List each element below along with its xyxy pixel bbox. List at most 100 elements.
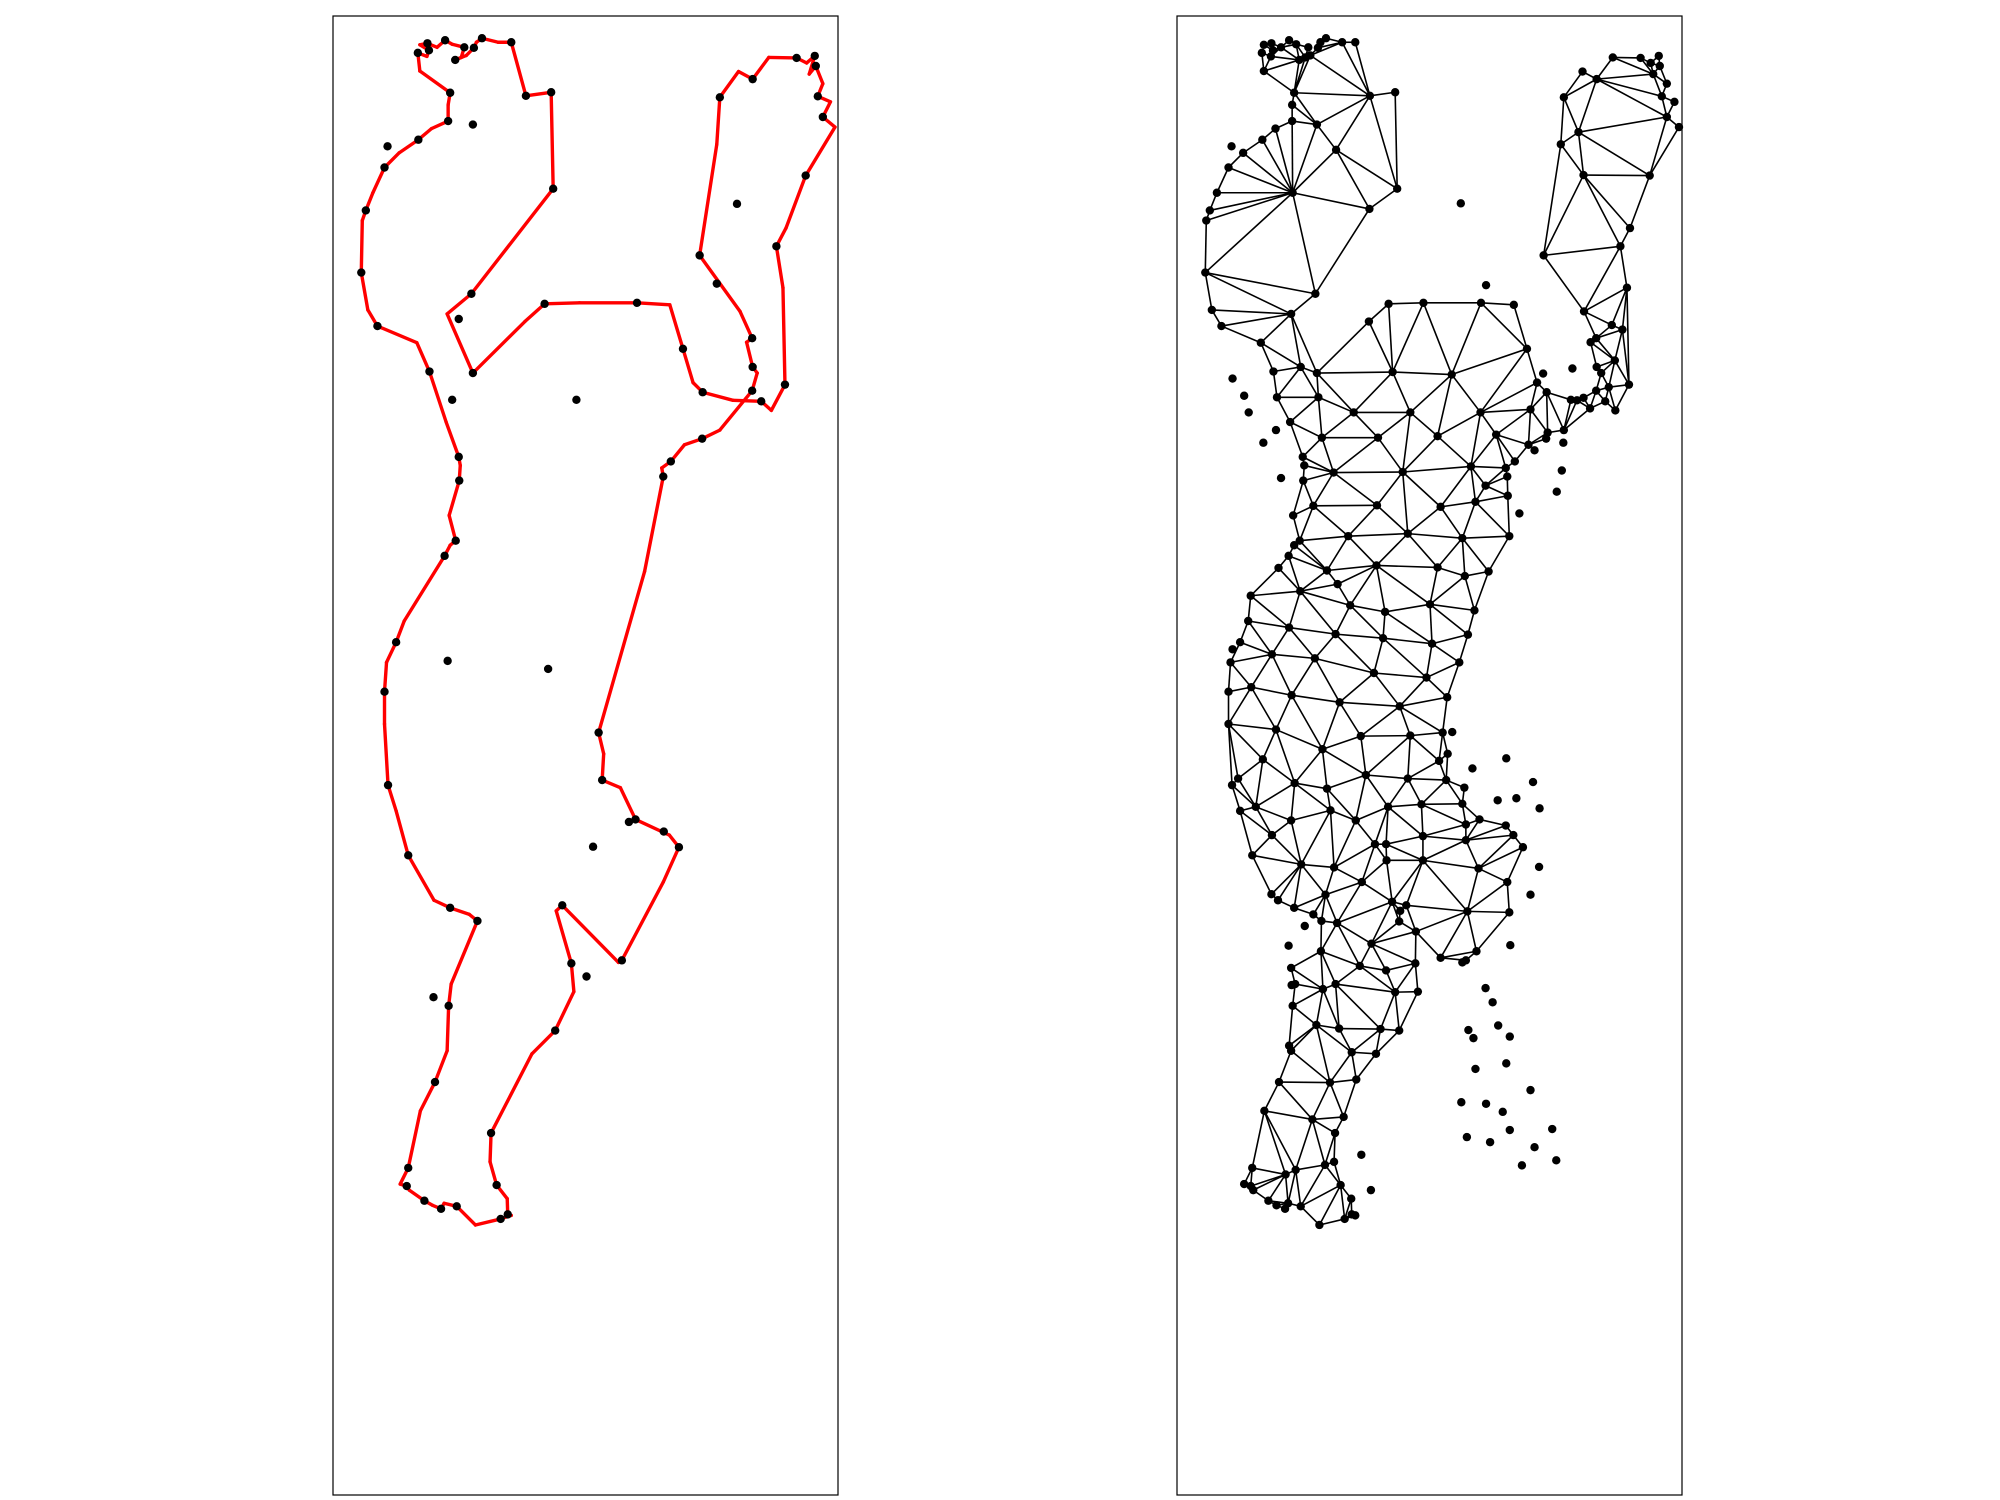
mesh-edge [1368, 303, 1390, 323]
mesh-edge [1302, 437, 1323, 458]
mesh-edge [1445, 779, 1463, 805]
mesh-edge [1314, 657, 1341, 703]
mesh-edge [1227, 723, 1264, 760]
mesh-vertex [1233, 774, 1243, 783]
mesh-edge [1479, 818, 1506, 827]
mesh-edge [1370, 943, 1387, 971]
mesh-vertex [1329, 468, 1338, 477]
mesh-edge [1421, 803, 1467, 826]
mesh-edge [1299, 590, 1337, 635]
mesh-vertex [1347, 1048, 1356, 1057]
mesh-edge [1545, 391, 1565, 431]
mesh-vertex [1470, 606, 1479, 615]
boundary-edge [406, 853, 436, 902]
mesh-vertex [1274, 563, 1283, 573]
mesh-vertex [1340, 1214, 1349, 1224]
mesh-edge [1300, 590, 1351, 607]
mesh-vertex [1366, 1185, 1376, 1195]
mesh-vertex [1662, 112, 1672, 122]
mesh-edge [1414, 963, 1419, 992]
boundary-vertex [404, 1163, 413, 1173]
mesh-vertex [1568, 364, 1577, 373]
mesh-vertex [1347, 1194, 1356, 1203]
mesh-edge [1614, 360, 1630, 386]
mesh-edge [1360, 736, 1367, 776]
boundary-vertex [811, 61, 820, 71]
mesh-vertex [1212, 188, 1222, 197]
mesh-vertex [1548, 1124, 1557, 1134]
boundary-vertex [757, 397, 766, 406]
mesh-edge [1382, 611, 1386, 639]
mesh-edge [1479, 348, 1528, 413]
mesh-vertex [1458, 533, 1467, 543]
mesh-vertex [1330, 1128, 1340, 1138]
boundary-edge [447, 513, 458, 543]
mesh-edge [1439, 910, 1469, 959]
mesh-vertex [1636, 53, 1645, 63]
mesh-vertex [1373, 433, 1383, 442]
mesh-edge [1229, 661, 1252, 688]
mesh-vertex [1271, 425, 1281, 435]
boundary-edge [618, 785, 638, 822]
mesh-edge [1204, 220, 1208, 273]
mesh-edge [1321, 411, 1355, 439]
mesh-vertex [1539, 251, 1548, 260]
mesh-edge [1288, 626, 1336, 635]
mesh-vertex [1318, 745, 1327, 754]
mesh-edge [1478, 867, 1508, 883]
mesh-vertex [1309, 501, 1318, 511]
boundary-vertex [748, 362, 757, 372]
mesh-edge [1409, 735, 1440, 762]
mesh-vertex [1284, 36, 1294, 45]
mesh-vertex [1543, 428, 1552, 437]
boundary-vertex [473, 916, 482, 926]
mesh-vertex [1321, 34, 1331, 43]
mesh-vertex [1317, 916, 1326, 926]
mesh-edge [1545, 392, 1549, 433]
mesh-edge [1338, 1028, 1353, 1053]
mesh-vertex [1331, 629, 1340, 639]
mesh-vertex [1670, 97, 1679, 107]
interior-point [443, 656, 452, 666]
mesh-vertex [1284, 551, 1293, 561]
mesh-edge [1542, 254, 1585, 312]
mesh-edge [1316, 372, 1355, 413]
mesh-edge [1252, 1167, 1286, 1176]
mesh-edge [1426, 661, 1460, 679]
mesh-vertex [1205, 206, 1215, 215]
mesh-vertex [1371, 1049, 1381, 1058]
mesh-vertex [1239, 391, 1249, 400]
mesh-vertex [1295, 536, 1304, 545]
mesh-vertex [1474, 864, 1483, 873]
mesh-edge [1461, 501, 1477, 539]
mesh-edge [1370, 920, 1400, 945]
mesh-vertex [1384, 299, 1393, 309]
mesh-edge [1440, 950, 1477, 959]
mesh-edge [1293, 59, 1301, 93]
mesh-vertex [1505, 1032, 1514, 1041]
boundary-vertex [454, 452, 463, 462]
boundary-polygon [359, 36, 837, 1227]
mesh-edge [1480, 302, 1528, 350]
mesh-edge [1385, 962, 1416, 972]
boundary-vertex [503, 1210, 512, 1219]
mesh-edge [1375, 565, 1386, 613]
mesh-vertex [1471, 1064, 1480, 1074]
mesh-vertex [1443, 749, 1452, 759]
mesh-edge [1209, 191, 1293, 212]
mesh-edge [1441, 697, 1448, 733]
panel-triangle-mesh [1176, 15, 1684, 1496]
mesh-edge [1324, 1132, 1336, 1166]
mesh-edge [1302, 456, 1334, 474]
mesh-edge [1288, 590, 1301, 628]
mesh-edge [1648, 126, 1680, 176]
boundary-vertex [551, 1026, 560, 1035]
mesh-edge [1470, 465, 1506, 469]
mesh-edge [1422, 302, 1453, 375]
boundary-vertex [444, 1001, 453, 1010]
boundary-edge [803, 125, 837, 178]
interior-point [624, 817, 634, 827]
mesh-edge [1312, 1116, 1344, 1121]
mesh-edge [1376, 564, 1431, 605]
mesh-vertex [1299, 476, 1308, 485]
